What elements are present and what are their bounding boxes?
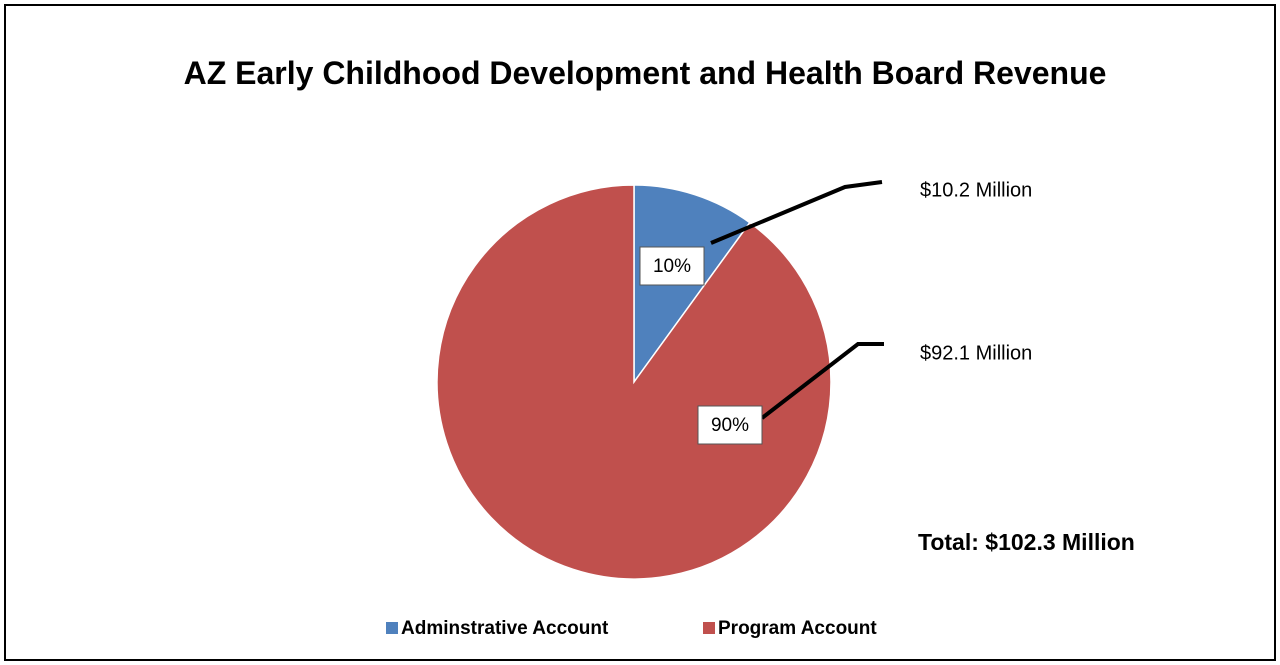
pie-slice xyxy=(436,184,832,580)
legend-swatch xyxy=(703,622,715,634)
data-label: 10% xyxy=(653,256,691,277)
annotation: $92.1 Million xyxy=(920,342,1032,364)
legend-label: Adminstrative Account xyxy=(401,618,609,639)
data-label: 90% xyxy=(711,415,749,436)
chart-title: AZ Early Childhood Development and Healt… xyxy=(183,55,1107,91)
legend-label: Program Account xyxy=(718,618,877,639)
leader-line xyxy=(760,342,884,420)
legend-swatch xyxy=(386,622,398,634)
leader-line xyxy=(710,180,883,245)
data-label-box xyxy=(639,246,705,286)
annotation: $10.2 Million xyxy=(920,179,1032,201)
data-label-box xyxy=(697,405,763,445)
annotation-total: Total: $102.3 Million xyxy=(918,529,1135,555)
